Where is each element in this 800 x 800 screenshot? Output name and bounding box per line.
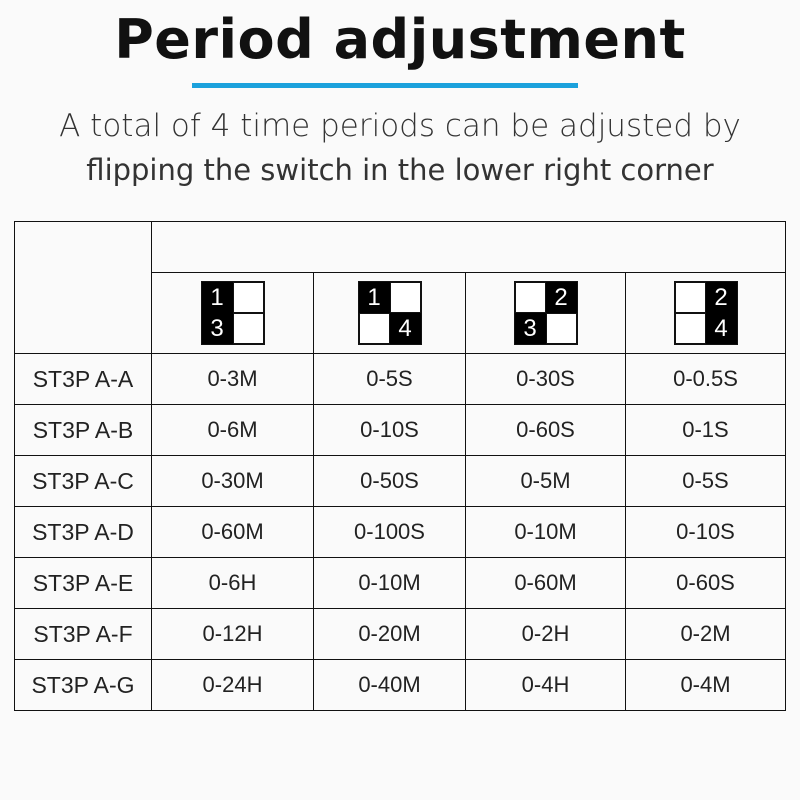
switch-off-cell: [674, 282, 706, 313]
time-range-cell: 0-5M: [465, 455, 626, 507]
model-name: ST3P A-D: [14, 506, 152, 558]
page-title: Period adjustment: [114, 8, 686, 71]
time-range-cell: 0-12H: [151, 608, 314, 660]
time-range-cell: 0-6H: [151, 557, 314, 609]
time-range-cell: 0-10M: [465, 506, 626, 558]
time-range-cell: 0-2H: [465, 608, 626, 660]
table-row: ST3P A-D 0-60M 0-100S 0-10M 0-10S: [14, 506, 786, 558]
switch-on-cell: 3: [514, 313, 546, 344]
switch-on-cell: 2: [545, 282, 577, 313]
table-row: ST3P A-E 0-6H 0-10M 0-60M 0-60S: [14, 557, 786, 609]
switch-on-cell: 3: [201, 313, 233, 344]
switch-off-cell: [232, 282, 264, 313]
time-range-cell: 0-60M: [465, 557, 626, 609]
time-range-cell: 0-2M: [625, 608, 786, 660]
model-name: ST3P A-C: [14, 455, 152, 507]
switch-on-cell: 2: [705, 282, 737, 313]
time-range-cell: 0-50S: [313, 455, 466, 507]
model-name: ST3P A-A: [14, 353, 152, 405]
time-range-cell: 0-20M: [313, 608, 466, 660]
switch-off-cell: [545, 313, 577, 344]
switch-off-cell: [674, 313, 706, 344]
time-range-cell: 0-60S: [625, 557, 786, 609]
switch-on-cell: 1: [358, 282, 390, 313]
time-range-cell: 0-5S: [625, 455, 786, 507]
model-name: ST3P A-E: [14, 557, 152, 609]
time-range-cell: 0-10M: [313, 557, 466, 609]
table-row: ST3P A-C 0-30M 0-50S 0-5M 0-5S: [14, 455, 786, 507]
switch-on-cell: 4: [705, 313, 737, 344]
time-range-cell: 0-30M: [151, 455, 314, 507]
time-range-cell: 0-24H: [151, 659, 314, 711]
title-underline: [192, 83, 578, 88]
model-name: ST3P A-B: [14, 404, 152, 456]
time-range-cell: 0-0.5S: [625, 353, 786, 405]
time-range-cell: 0-1S: [625, 404, 786, 456]
table-row: ST3P A-F 0-12H 0-20M 0-2H 0-2M: [14, 608, 786, 660]
time-range-cell: 0-10S: [313, 404, 466, 456]
switch-on-cell: 4: [389, 313, 421, 344]
switch-off-cell: [389, 282, 421, 313]
time-range-cell: 0-3M: [151, 353, 314, 405]
model-name: ST3P A-G: [14, 659, 152, 711]
table-row: ST3P A-A 0-3M 0-5S 0-30S 0-0.5S: [14, 353, 786, 405]
time-range-cell: 0-4M: [625, 659, 786, 711]
time-range-cell: 0-6M: [151, 404, 314, 456]
switch-on-cell: 1: [201, 282, 233, 313]
switch-off-cell: [514, 282, 546, 313]
time-range-cell: 0-60S: [465, 404, 626, 456]
model-name: ST3P A-F: [14, 608, 152, 660]
time-range-cell: 0-60M: [151, 506, 314, 558]
subtitle-line-2: flipping the switch in the lower right c…: [86, 153, 714, 187]
time-range-cell: 0-4H: [465, 659, 626, 711]
subtitle-line-1: A total of 4 time periods can be adjuste…: [59, 108, 741, 144]
time-range-cell: 0-5S: [313, 353, 466, 405]
time-range-cell: 0-30S: [465, 353, 626, 405]
time-range-cell: 0-10S: [625, 506, 786, 558]
time-range-cell: 0-40M: [313, 659, 466, 711]
table-row: ST3P A-B 0-6M 0-10S 0-60S 0-1S: [14, 404, 786, 456]
switch-off-cell: [358, 313, 390, 344]
time-range-cell: 0-100S: [313, 506, 466, 558]
table-row: ST3P A-G 0-24H 0-40M 0-4H 0-4M: [14, 659, 786, 711]
header-span-cell: [151, 221, 786, 273]
switch-off-cell: [232, 313, 264, 344]
corner-cell: [14, 221, 152, 354]
